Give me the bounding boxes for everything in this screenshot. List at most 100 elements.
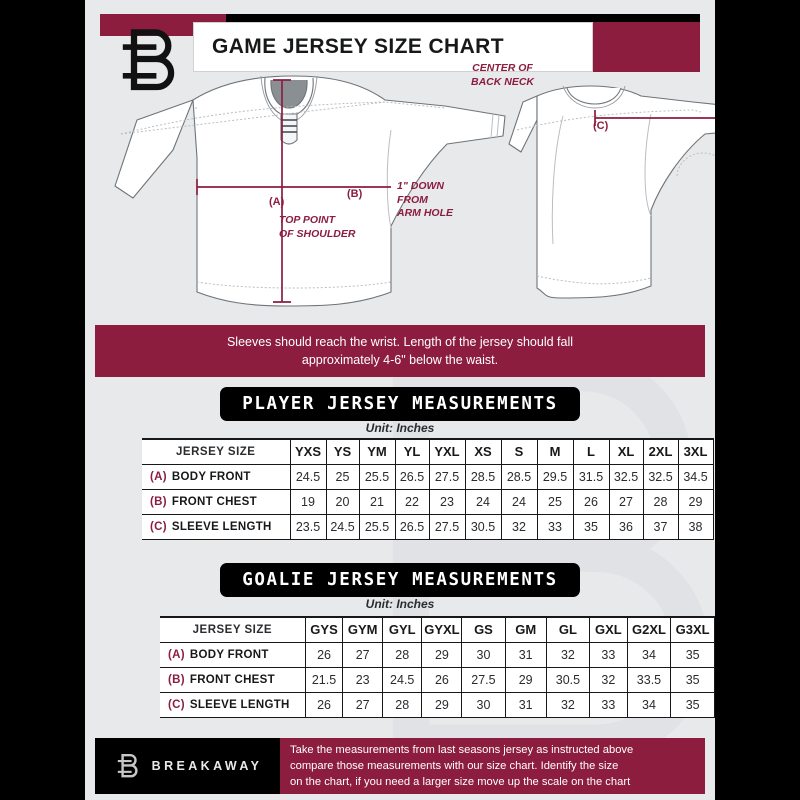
goalie-cell-0-1: 27	[342, 641, 383, 668]
player-size-col-3: YL	[394, 438, 430, 465]
goalie-size-col-0: GYS	[304, 616, 344, 643]
goalie-cell-1-2: 24.5	[381, 666, 423, 693]
player-cell-1-3: 22	[394, 488, 430, 515]
goalie-cell-2-9: 35	[670, 691, 715, 718]
goalie-cell-2-8: 34	[626, 691, 672, 718]
player-cell-2-0: 23.5	[289, 513, 327, 540]
player-cell-2-1: 24.5	[325, 513, 360, 540]
player-cell-1-7: 25	[536, 488, 574, 515]
player-row-0-label-text: BODY FRONT	[171, 470, 251, 483]
goalie-cell-1-5: 29	[504, 666, 547, 693]
table-row: (A) BODY FRONT 24.5 25 25.5 26.5 27.5 28.…	[142, 463, 714, 490]
table-row: (B) FRONT CHEST 19 20 21 22 23 24 24 25 2…	[142, 488, 714, 515]
goalie-row-2-label-text: SLEEVE LENGTH	[189, 698, 290, 711]
player-cell-1-6: 24	[500, 488, 538, 515]
player-cell-0-5: 28.5	[464, 463, 502, 490]
goalie-row-1-label: (B) FRONT CHEST	[160, 666, 306, 693]
player-size-col-2: YM	[358, 438, 396, 465]
footer-text-line1: Take the measurements from last seasons …	[290, 743, 634, 756]
player-size-col-8: L	[572, 438, 610, 465]
goalie-cell-0-5: 31	[504, 641, 547, 668]
player-cell-1-11: 29	[677, 488, 714, 515]
player-cell-2-5: 30.5	[464, 513, 502, 540]
goalie-row-2-label: (C) SLEEVE LENGTH	[160, 691, 306, 718]
player-cell-1-4: 23	[428, 488, 466, 515]
player-cell-0-0: 24.5	[289, 463, 327, 490]
goalie-unit-label: Unit: Inches	[365, 597, 435, 611]
fit-note-banner: Sleeves should reach the wrist. Length o…	[95, 325, 705, 377]
player-cell-2-10: 37	[642, 513, 679, 540]
footer-text-line2: compare those measurements with our size…	[290, 759, 619, 772]
player-row-1-label: (B) FRONT CHEST	[142, 488, 291, 515]
player-cell-1-5: 24	[464, 488, 502, 515]
goalie-size-header: JERSEY SIZE	[160, 616, 306, 643]
goalie-cell-1-4: 27.5	[461, 666, 506, 693]
player-cell-0-3: 26.5	[394, 463, 430, 490]
goalie-cell-2-3: 29	[421, 691, 463, 718]
goalie-size-col-2: GYL	[381, 616, 423, 643]
goalie-row-0-label: (A) BODY FRONT	[160, 641, 306, 668]
player-cell-1-1: 20	[325, 488, 360, 515]
goalie-section-heading-wrap: GOALIE JERSEY MEASUREMENTS	[85, 563, 715, 597]
breakaway-b-monogram-icon	[113, 751, 143, 781]
footer-instructions: Take the measurements from last seasons …	[280, 738, 705, 794]
player-row-2-tag: (C)	[150, 520, 167, 533]
player-cell-0-9: 32.5	[608, 463, 644, 490]
page-title: GAME JERSEY SIZE CHART	[212, 35, 504, 58]
goalie-cell-1-6: 30.5	[545, 666, 591, 693]
player-cell-1-10: 28	[642, 488, 679, 515]
player-size-col-4: YXL	[428, 438, 466, 465]
goalie-size-col-7: GXL	[589, 616, 628, 643]
goalie-cell-1-3: 26	[421, 666, 463, 693]
goalie-cell-2-2: 28	[381, 691, 423, 718]
goalie-size-col-5: GM	[504, 616, 547, 643]
goalie-cell-2-7: 33	[589, 691, 628, 718]
player-cell-1-9: 27	[608, 488, 644, 515]
player-size-col-10: 2XL	[642, 438, 679, 465]
goalie-size-col-9: G3XL	[670, 616, 715, 643]
goalie-size-col-8: G2XL	[626, 616, 672, 643]
player-cell-0-11: 34.5	[677, 463, 714, 490]
goalie-section-heading: GOALIE JERSEY MEASUREMENTS	[220, 563, 580, 597]
player-cell-2-9: 36	[608, 513, 644, 540]
player-cell-0-4: 27.5	[428, 463, 466, 490]
goalie-cell-0-0: 26	[304, 641, 344, 668]
player-measurements-table: JERSEY SIZE YXS YS YM YL YXL XS S M L XL…	[142, 438, 714, 540]
footer-brand: BREAKAWAY	[95, 738, 280, 794]
player-cell-0-6: 28.5	[500, 463, 538, 490]
goalie-cell-1-8: 33.5	[626, 666, 672, 693]
goalie-cell-0-4: 30	[461, 641, 506, 668]
footer-brand-name: BREAKAWAY	[151, 759, 263, 773]
breakaway-b-monogram-icon	[113, 24, 183, 94]
player-section-heading: PLAYER JERSEY MEASUREMENTS	[220, 387, 580, 421]
player-table-body: JERSEY SIZE YXS YS YM YL YXL XS S M L XL…	[142, 438, 714, 540]
header-title-box: GAME JERSEY SIZE CHART	[193, 22, 593, 72]
goalie-size-col-6: GL	[545, 616, 591, 643]
goalie-cell-2-4: 30	[461, 691, 506, 718]
player-size-col-6: S	[500, 438, 538, 465]
player-cell-0-2: 25.5	[358, 463, 396, 490]
jersey-diagram: (A) TOP POINT OF SHOULDER (B) 1" DOWN FR…	[85, 58, 715, 313]
player-cell-2-11: 38	[677, 513, 714, 540]
goalie-cell-1-7: 32	[589, 666, 628, 693]
goalie-row-1-label-text: FRONT CHEST	[189, 673, 275, 686]
goalie-size-col-3: GYXL	[421, 616, 463, 643]
goalie-size-col-1: GYM	[342, 616, 383, 643]
player-row-1-label-text: FRONT CHEST	[171, 495, 257, 508]
player-table-header-row: JERSEY SIZE YXS YS YM YL YXL XS S M L XL…	[142, 438, 714, 465]
fit-note-line1: Sleeves should reach the wrist. Length o…	[226, 334, 574, 349]
player-size-header: JERSEY SIZE	[142, 438, 291, 465]
player-cell-0-1: 25	[325, 463, 360, 490]
player-cell-2-3: 26.5	[394, 513, 430, 540]
goalie-measurements-table-wrap: JERSEY SIZE GYS GYM GYL GYXL GS GM GL GX…	[160, 616, 715, 718]
goalie-table-header-row: JERSEY SIZE GYS GYM GYL GYXL GS GM GL GX…	[160, 616, 715, 643]
player-cell-1-2: 21	[358, 488, 396, 515]
fit-note-line2: approximately 4-6" below the waist.	[301, 353, 499, 367]
player-cell-1-0: 19	[289, 488, 327, 515]
header-maroon-block	[592, 22, 700, 72]
goalie-cell-0-2: 28	[381, 641, 423, 668]
goalie-size-col-4: GS	[461, 616, 506, 643]
player-cell-2-8: 35	[572, 513, 610, 540]
goalie-cell-0-3: 29	[421, 641, 463, 668]
table-row: (A) BODY FRONT 26 27 28 29 30 31 32 33 34…	[160, 641, 715, 668]
